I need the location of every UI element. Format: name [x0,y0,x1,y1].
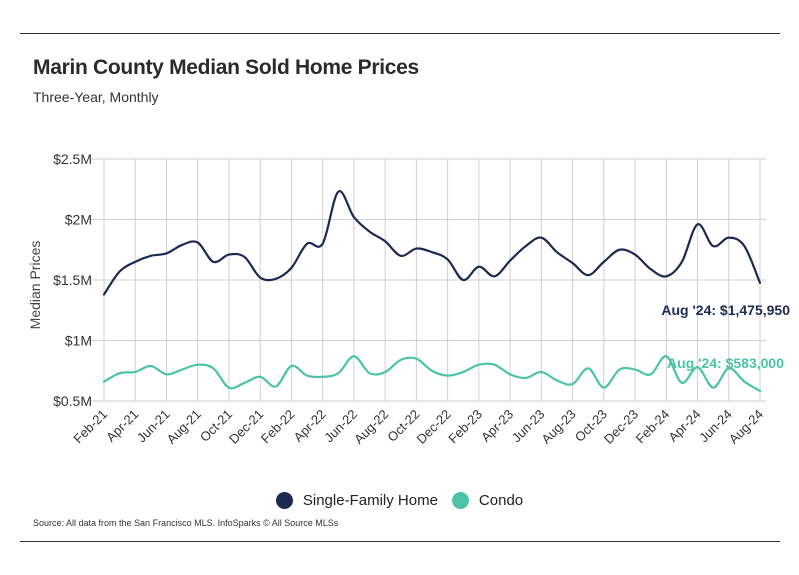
y-tick-label: $2.5M [53,151,92,167]
x-axis-ticks: Feb-21Apr-21Jun-21Aug-21Oct-21Dec-21Feb-… [70,407,766,447]
condo-last-value-annotation: Aug '24: $583,000 [667,355,784,371]
x-tick-label: Apr-21 [103,407,141,445]
y-tick-label: $1.5M [53,272,92,288]
sfh-legend-dot [275,492,293,509]
legend-label-sfh: Single-Family Home [302,492,438,509]
x-tick-label: Dec-22 [413,407,453,447]
sfh-last-value-annotation: Aug '24: $1,475,950 [661,302,790,318]
y-axis-label: Median Prices [27,241,43,330]
x-tick-label: Feb-22 [258,407,298,447]
condo-legend-dot [451,492,469,509]
y-tick-label: $2M [65,212,92,228]
legend-label-condo: Condo [478,492,524,509]
top-rule [20,33,780,34]
grid [90,158,766,402]
line-chart: $0.5M $1M $1.5M $2M $2.5M Feb-21Apr-21Jun-21… [27,151,790,447]
x-tick-label: Apr-24 [665,407,703,445]
x-tick-label: Aug-22 [351,407,391,447]
x-tick-label: Dec-21 [226,407,266,447]
y-axis-ticks: $0.5M $1M $1.5M $2M $2.5M [53,151,92,409]
x-tick-label: Apr-23 [478,407,516,445]
x-tick-label: Aug-24 [726,407,766,447]
chart-title: Marin County Median Sold Home Prices [33,56,419,79]
y-tick-label: $0.5M [53,393,92,409]
chart-subtitle: Three-Year, Monthly [33,89,159,105]
x-tick-label: Feb-23 [445,407,485,447]
x-tick-label: Aug-23 [538,407,578,447]
condo-series-line [102,355,762,393]
bottom-rule [20,541,780,542]
x-tick-label: Aug-21 [164,407,204,447]
y-tick-label: $1M [65,333,92,349]
sfh-series-line [102,190,762,296]
series-lines [102,190,762,393]
x-tick-label: Dec-23 [601,407,641,447]
x-tick-label: Feb-24 [633,407,673,447]
source-note: Source: All data from the San Francisco … [33,518,339,528]
x-tick-label: Apr-22 [291,407,329,445]
legend: Single-Family Home Condo [0,492,799,509]
legend-item-condo: Condo [451,492,524,509]
legend-item-sfh: Single-Family Home [275,492,438,509]
x-tick-label: Feb-21 [70,407,110,447]
